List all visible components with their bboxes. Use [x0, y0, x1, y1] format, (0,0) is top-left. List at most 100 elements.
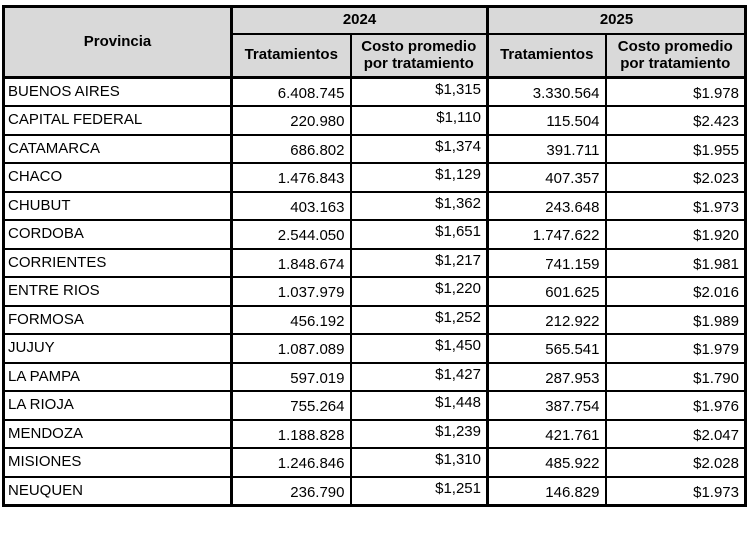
table-row: CORRIENTES 1.848.674 $1,217 741.159 $1.981 [2, 247, 747, 278]
cell-provincia: MISIONES [2, 447, 233, 478]
cell-costo-promedio-2025: $1.979 [604, 333, 747, 364]
cell-costo-promedio-2024: $1,448 [349, 390, 489, 421]
cell-costo-promedio-2025: $1.981 [604, 247, 747, 278]
cell-costo-promedio-2024: $1,251 [349, 475, 489, 506]
cell-costo-promedio-2025: $2.423 [604, 105, 747, 136]
cell-tratamientos-2024: 236.790 [230, 475, 352, 506]
cell-costo-promedio-2024: $1,315 [349, 76, 489, 107]
header-costo-promedio-2025: Costo promedio por tratamiento [604, 32, 747, 79]
cell-tratamientos-2024: 6.408.745 [230, 76, 352, 107]
table-row: NEUQUEN 236.790 $1,251 146.829 $1.973 [2, 475, 747, 506]
table-row: JUJUY 1.087.089 $1,450 565.541 $1.979 [2, 333, 747, 364]
table-row: CORDOBA 2.544.050 $1,651 1.747.622 $1.920 [2, 219, 747, 250]
cell-costo-promedio-2024: $1,217 [349, 247, 489, 278]
cell-costo-promedio-2024: $1,252 [349, 304, 489, 335]
cell-costo-promedio-2024: $1,239 [349, 418, 489, 449]
cell-tratamientos-2025: 565.541 [486, 333, 607, 364]
provincia-treatments-table: Provincia 2024 2025 Tratamientos Costo p… [2, 5, 747, 507]
cell-provincia: LA PAMPA [2, 361, 233, 392]
cell-tratamientos-2024: 597.019 [230, 361, 352, 392]
cell-provincia: ENTRE RIOS [2, 276, 233, 307]
cell-tratamientos-2025: 741.159 [486, 247, 607, 278]
cell-tratamientos-2025: 146.829 [486, 475, 607, 506]
cell-tratamientos-2025: 212.922 [486, 304, 607, 335]
cell-tratamientos-2025: 601.625 [486, 276, 607, 307]
cell-provincia: FORMOSA [2, 304, 233, 335]
cell-tratamientos-2024: 1.476.843 [230, 162, 352, 193]
cell-costo-promedio-2024: $1,374 [349, 133, 489, 164]
cell-costo-promedio-2025: $1.790 [604, 361, 747, 392]
cell-tratamientos-2025: 391.711 [486, 133, 607, 164]
cell-tratamientos-2025: 407.357 [486, 162, 607, 193]
cell-tratamientos-2024: 220.980 [230, 105, 352, 136]
cell-tratamientos-2025: 1.747.622 [486, 219, 607, 250]
cell-provincia: CHUBUT [2, 190, 233, 221]
cell-costo-promedio-2025: $1.955 [604, 133, 747, 164]
table-row: ENTRE RIOS 1.037.979 $1,220 601.625 $2.016 [2, 276, 747, 307]
cell-provincia: CORDOBA [2, 219, 233, 250]
cell-costo-promedio-2025: $2.016 [604, 276, 747, 307]
cell-tratamientos-2024: 1.087.089 [230, 333, 352, 364]
cell-costo-promedio-2025: $2.047 [604, 418, 747, 449]
cell-tratamientos-2024: 755.264 [230, 390, 352, 421]
header-tratamientos-2024: Tratamientos [230, 32, 352, 79]
cell-tratamientos-2025: 3.330.564 [486, 76, 607, 107]
cell-costo-promedio-2024: $1,651 [349, 219, 489, 250]
cell-provincia: NEUQUEN [2, 475, 233, 506]
cell-tratamientos-2024: 1.188.828 [230, 418, 352, 449]
cell-tratamientos-2024: 403.163 [230, 190, 352, 221]
cell-tratamientos-2025: 485.922 [486, 447, 607, 478]
cell-tratamientos-2024: 1.037.979 [230, 276, 352, 307]
cell-tratamientos-2025: 421.761 [486, 418, 607, 449]
cell-tratamientos-2025: 243.648 [486, 190, 607, 221]
cell-costo-promedio-2025: $1.920 [604, 219, 747, 250]
table-row: CAPITAL FEDERAL 220.980 $1,110 115.504 $2.42… [2, 105, 747, 136]
cell-provincia: JUJUY [2, 333, 233, 364]
cell-costo-promedio-2024: $1,362 [349, 190, 489, 221]
header-year-2025: 2025 [486, 5, 747, 35]
header-costo-promedio-2024: Costo promedio por tratamiento [349, 32, 489, 79]
cell-tratamientos-2024: 1.848.674 [230, 247, 352, 278]
cell-tratamientos-2025: 287.953 [486, 361, 607, 392]
header-year-2024: 2024 [230, 5, 489, 35]
cell-provincia: CAPITAL FEDERAL [2, 105, 233, 136]
table-row: LA PAMPA 597.019 $1,427 287.953 $1.790 [2, 361, 747, 392]
cell-costo-promedio-2025: $2.028 [604, 447, 747, 478]
cell-costo-promedio-2024: $1,310 [349, 447, 489, 478]
cell-costo-promedio-2025: $1.973 [604, 475, 747, 506]
table-row: CHACO 1.476.843 $1,129 407.357 $2.023 [2, 162, 747, 193]
cell-tratamientos-2024: 456.192 [230, 304, 352, 335]
cell-provincia: BUENOS AIRES [2, 76, 233, 107]
cell-costo-promedio-2024: $1,110 [349, 105, 489, 136]
table-body: BUENOS AIRES 6.408.745 $1,315 3.330.564 $1.9… [2, 76, 747, 506]
cell-costo-promedio-2024: $1,129 [349, 162, 489, 193]
cell-provincia: LA RIOJA [2, 390, 233, 421]
cell-costo-promedio-2025: $1.978 [604, 76, 747, 107]
cell-costo-promedio-2025: $1.973 [604, 190, 747, 221]
cell-provincia: CORRIENTES [2, 247, 233, 278]
table-header: Provincia 2024 2025 Tratamientos Costo p… [2, 5, 747, 79]
table-row: MISIONES 1.246.846 $1,310 485.922 $2.028 [2, 447, 747, 478]
table-row: CHUBUT 403.163 $1,362 243.648 $1.973 [2, 190, 747, 221]
cell-costo-promedio-2024: $1,427 [349, 361, 489, 392]
cell-costo-promedio-2024: $1,220 [349, 276, 489, 307]
table-row: BUENOS AIRES 6.408.745 $1,315 3.330.564 $1.9… [2, 76, 747, 107]
table-row: FORMOSA 456.192 $1,252 212.922 $1.989 [2, 304, 747, 335]
cell-costo-promedio-2025: $1.976 [604, 390, 747, 421]
cell-tratamientos-2025: 387.754 [486, 390, 607, 421]
cell-tratamientos-2024: 1.246.846 [230, 447, 352, 478]
header-tratamientos-2025: Tratamientos [486, 32, 607, 79]
table-row: MENDOZA 1.188.828 $1,239 421.761 $2.047 [2, 418, 747, 449]
cell-provincia: CATAMARCA [2, 133, 233, 164]
header-provincia: Provincia [2, 5, 233, 79]
cell-tratamientos-2024: 2.544.050 [230, 219, 352, 250]
cell-tratamientos-2025: 115.504 [486, 105, 607, 136]
table-row: LA RIOJA 755.264 $1,448 387.754 $1.976 [2, 390, 747, 421]
cell-provincia: MENDOZA [2, 418, 233, 449]
cell-costo-promedio-2025: $2.023 [604, 162, 747, 193]
cell-costo-promedio-2024: $1,450 [349, 333, 489, 364]
cell-costo-promedio-2025: $1.989 [604, 304, 747, 335]
cell-provincia: CHACO [2, 162, 233, 193]
table-row: CATAMARCA 686.802 $1,374 391.711 $1.955 [2, 133, 747, 164]
